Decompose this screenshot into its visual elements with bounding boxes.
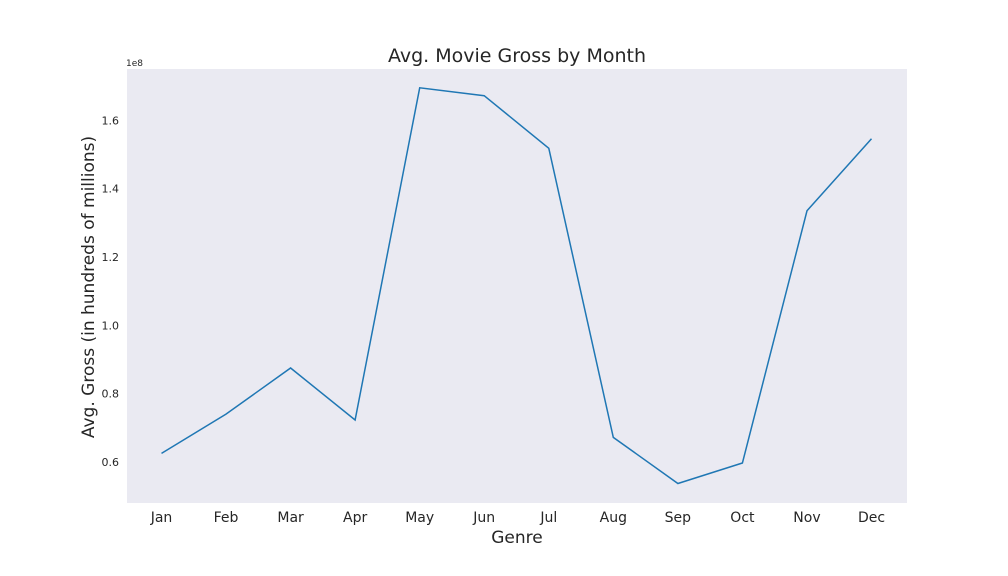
x-tick-label: Sep bbox=[665, 510, 692, 526]
y-tick-label: 1.0 bbox=[102, 319, 120, 332]
y-offset-label: 1e8 bbox=[126, 59, 143, 69]
x-tick-label: Mar bbox=[277, 510, 304, 526]
x-tick-label: Jan bbox=[150, 510, 173, 526]
x-tick-label: Oct bbox=[730, 510, 755, 526]
x-tick-label: Dec bbox=[858, 510, 885, 526]
y-tick-label: 1.2 bbox=[102, 251, 120, 264]
y-tick-label: 0.8 bbox=[102, 388, 120, 401]
x-tick-label: Aug bbox=[600, 510, 627, 526]
y-axis-ticks: 0.6 0.8 1.0 1.2 1.4 1.6 bbox=[102, 114, 120, 469]
x-tick-label: Nov bbox=[793, 510, 820, 526]
y-tick-label: 0.6 bbox=[102, 456, 120, 469]
y-axis-label: Avg. Gross (in hundreds of millions) bbox=[79, 136, 99, 438]
x-tick-label: Jun bbox=[472, 510, 495, 526]
x-tick-label: Apr bbox=[343, 510, 367, 526]
x-axis-ticks: Jan Feb Mar Apr May Jun Jul Aug Sep Oct Nov Dec bbox=[150, 510, 885, 526]
chart-title: Avg. Movie Gross by Month bbox=[388, 45, 646, 67]
x-axis-label: Genre bbox=[491, 528, 542, 548]
y-tick-label: 1.6 bbox=[102, 114, 120, 127]
y-tick-label: 1.4 bbox=[102, 183, 120, 196]
x-tick-label: Feb bbox=[214, 510, 239, 526]
plot-area bbox=[127, 69, 907, 503]
x-tick-label: May bbox=[405, 510, 434, 526]
x-tick-label: Jul bbox=[539, 510, 557, 526]
series-line bbox=[161, 86, 873, 485]
